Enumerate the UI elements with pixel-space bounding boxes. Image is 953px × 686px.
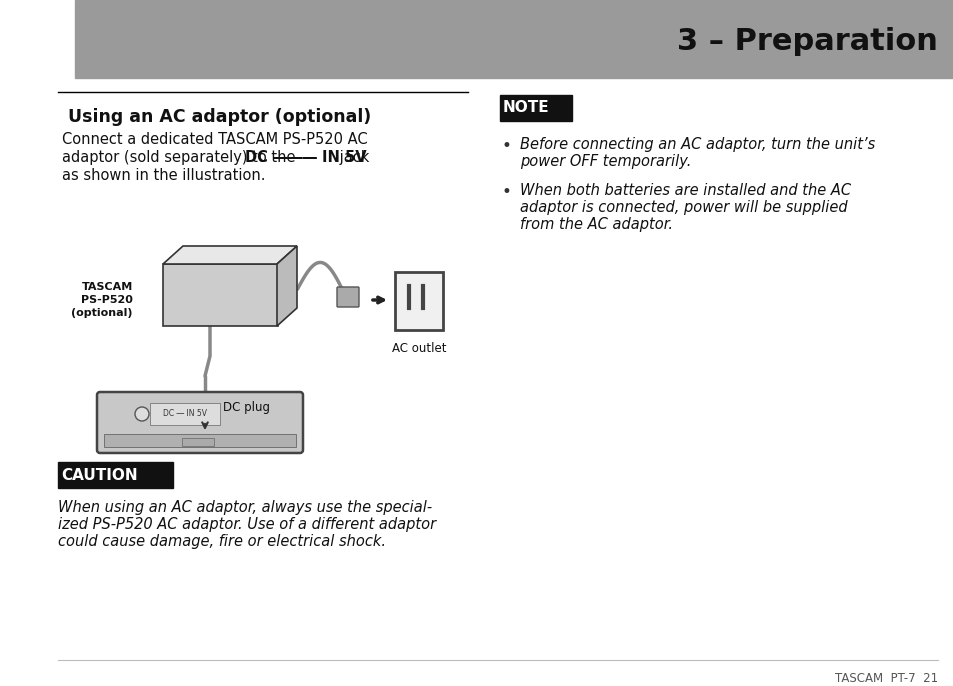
Text: could cause damage, fire or electrical shock.: could cause damage, fire or electrical s… [58, 534, 386, 549]
Text: TASCAM  PT-7  21: TASCAM PT-7 21 [834, 672, 937, 685]
FancyBboxPatch shape [336, 287, 358, 307]
Text: When both batteries are installed and the AC: When both batteries are installed and th… [519, 183, 850, 198]
Text: ized PS-P520 AC adaptor. Use of a different adaptor: ized PS-P520 AC adaptor. Use of a differ… [58, 517, 436, 532]
Text: DC ― IN 5V: DC ― IN 5V [163, 410, 207, 418]
Polygon shape [163, 246, 296, 264]
Text: When using an AC adaptor, always use the special-: When using an AC adaptor, always use the… [58, 500, 432, 515]
Text: as shown in the illustration.: as shown in the illustration. [62, 168, 265, 183]
Bar [104, 434, 295, 447]
FancyBboxPatch shape [97, 392, 303, 453]
Text: •: • [501, 137, 512, 155]
Text: DC ――― IN 5V: DC ――― IN 5V [245, 150, 366, 165]
Text: AC outlet: AC outlet [392, 342, 446, 355]
Bar [182, 438, 213, 446]
Text: CAUTION: CAUTION [61, 467, 137, 482]
Polygon shape [276, 246, 296, 326]
Bar [150, 403, 220, 425]
Text: Before connecting an AC adaptor, turn the unit’s: Before connecting an AC adaptor, turn th… [519, 137, 874, 152]
Text: from the AC adaptor.: from the AC adaptor. [519, 217, 672, 232]
Bar [395, 272, 442, 330]
Text: jack: jack [335, 150, 369, 165]
Circle shape [135, 407, 149, 421]
Bar [58, 462, 172, 488]
Text: DC plug: DC plug [223, 401, 270, 414]
Text: 3 – Preparation: 3 – Preparation [677, 27, 937, 56]
Text: •: • [501, 183, 512, 201]
Text: power OFF temporarily.: power OFF temporarily. [519, 154, 691, 169]
FancyBboxPatch shape [163, 264, 277, 326]
Bar [75, 0, 953, 78]
Text: NOTE: NOTE [502, 101, 549, 115]
Text: Connect a dedicated TASCAM PS-P520 AC: Connect a dedicated TASCAM PS-P520 AC [62, 132, 367, 147]
Text: Using an AC adaptor (optional): Using an AC adaptor (optional) [62, 108, 371, 126]
Text: adaptor (sold separately) to the: adaptor (sold separately) to the [62, 150, 300, 165]
Bar [499, 95, 572, 121]
Text: TASCAM
PS-P520
(optional): TASCAM PS-P520 (optional) [71, 282, 132, 318]
Text: adaptor is connected, power will be supplied: adaptor is connected, power will be supp… [519, 200, 846, 215]
